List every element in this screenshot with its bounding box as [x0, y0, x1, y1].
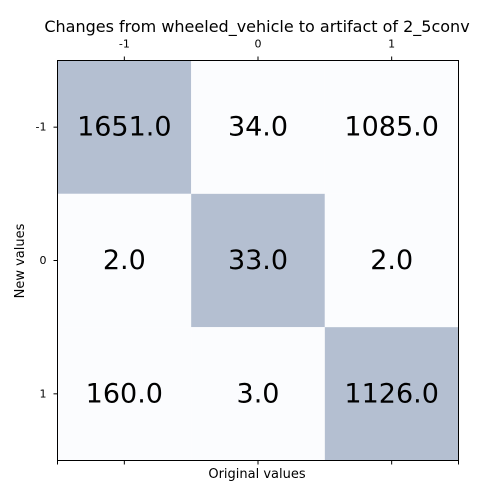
heatmap-cell-r0-c1	[191, 60, 325, 194]
heatmap-cells	[57, 60, 459, 461]
x-tick-label-0: -1	[119, 38, 130, 51]
cell-value-r2-c1: 3.0	[237, 378, 280, 409]
y-tick-label-1: 0	[40, 254, 47, 267]
y-tick-label-2: 1	[40, 387, 47, 400]
chart-title: Changes from wheeled_vehicle to artifact…	[44, 17, 469, 37]
cell-value-r0-c2: 1085.0	[344, 112, 438, 143]
x-axis-bottom-ticks	[57, 460, 459, 465]
cell-value-r1-c0: 2.0	[103, 245, 146, 276]
heatmap-cell-r0-c2	[324, 60, 459, 194]
heatmap-cell-r2-c2	[324, 327, 459, 461]
heatmap-cell-labels: 1651.0 34.0 1085.0 2.0 33.0 2.0 160.0 3.0 1126.0	[77, 112, 439, 410]
y-axis-ticks: -1 0 1	[36, 121, 58, 400]
y-tick-label-0: -1	[36, 121, 47, 134]
heatmap-cell-r2-c0	[57, 327, 192, 461]
heatmap-cell-r1-c0	[57, 193, 192, 328]
cell-value-r1-c2: 2.0	[370, 245, 413, 276]
heatmap-cell-r0-c0	[57, 60, 192, 194]
x-tick-label-2: 1	[388, 38, 395, 51]
x-tick-label-1: 0	[255, 38, 262, 51]
heatmap-cell-r1-c2	[324, 193, 459, 328]
cell-value-r2-c2: 1126.0	[344, 378, 438, 409]
cell-value-r1-c1: 33.0	[228, 245, 288, 276]
y-axis-label: New values	[13, 223, 28, 298]
x-axis-ticks: -1 0 1	[119, 38, 395, 61]
cell-value-r0-c0: 1651.0	[77, 112, 171, 143]
cell-value-r0-c1: 34.0	[228, 112, 288, 143]
heatmap-cell-r2-c1	[191, 327, 325, 461]
heatmap-cell-r1-c1	[191, 193, 325, 328]
cell-value-r2-c0: 160.0	[86, 378, 163, 409]
x-axis-label: Original values	[208, 467, 306, 482]
